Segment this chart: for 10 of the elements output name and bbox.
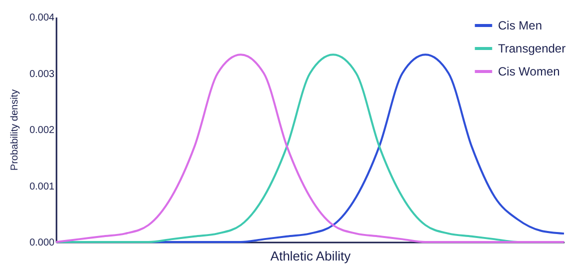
y-tick-label: 0.001 bbox=[29, 181, 55, 192]
legend-label: Cis Men bbox=[498, 18, 542, 32]
y-tick-label: 0.002 bbox=[29, 125, 55, 136]
legend-label: Cis Women bbox=[498, 64, 560, 78]
y-axis-title: Probability density bbox=[9, 89, 20, 171]
legend-label: Transgender bbox=[498, 42, 566, 56]
y-tick-label: 0.000 bbox=[29, 238, 55, 248]
y-tick-label: 0.003 bbox=[29, 68, 55, 80]
x-axis-title: Athletic Ability bbox=[270, 248, 352, 264]
y-tick-label: 0.004 bbox=[29, 12, 55, 24]
